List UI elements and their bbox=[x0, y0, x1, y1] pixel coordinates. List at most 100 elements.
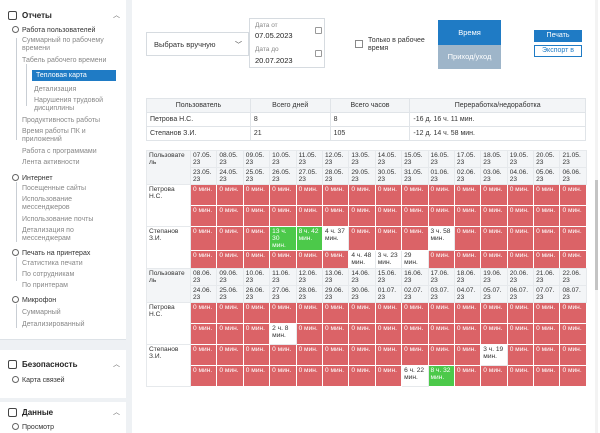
heatmap-cell[interactable]: 0 мин. bbox=[242, 226, 271, 251]
heatmap-cell[interactable]: 0 мин. bbox=[189, 184, 218, 206]
heatmap-cell[interactable]: 0 мин. bbox=[216, 323, 244, 345]
heatmap-cell[interactable]: 0 мин. bbox=[427, 250, 455, 272]
print-button[interactable]: Печать bbox=[534, 30, 582, 42]
heatmap-cell[interactable]: 0 мин. bbox=[216, 365, 244, 387]
sidebar-item-mic-details[interactable]: Детализированный bbox=[22, 321, 85, 328]
sidebar-item-printers[interactable]: Печать на принтерах bbox=[12, 249, 122, 258]
sidebar-item-sites[interactable]: Посещенные сайты bbox=[22, 185, 87, 192]
heatmap-cell[interactable]: 0 мин. bbox=[295, 205, 323, 227]
heatmap-cell[interactable]: 0 мин. bbox=[216, 205, 244, 227]
sidebar-item-link-map[interactable]: Карта связей bbox=[12, 376, 122, 385]
heatmap-cell[interactable]: 8 ч. 32 мин. bbox=[427, 365, 455, 387]
heatmap-cell[interactable]: 4 ч. 48 мин. bbox=[348, 250, 376, 272]
heatmap-cell[interactable]: 0 мин. bbox=[374, 344, 403, 366]
sidebar-item-microphone[interactable]: Микрофон bbox=[12, 296, 122, 305]
heatmap-cell[interactable]: 0 мин. bbox=[480, 302, 508, 324]
heatmap-cell[interactable]: 0 мин. bbox=[242, 323, 271, 345]
heatmap-cell[interactable]: 4 ч. 37 мин. bbox=[321, 226, 350, 251]
sidebar-item-activity-feed[interactable]: Лента активности bbox=[22, 159, 80, 166]
heatmap-cell[interactable]: 0 мин. bbox=[453, 184, 482, 206]
heatmap-cell[interactable]: 0 мин. bbox=[506, 250, 535, 272]
time-tab-button[interactable]: Время bbox=[438, 20, 501, 45]
heatmap-cell[interactable]: 0 мин. bbox=[242, 302, 271, 324]
heatmap-cell[interactable]: 0 мин. bbox=[559, 365, 587, 387]
scrollbar[interactable] bbox=[595, 0, 598, 433]
heatmap-cell[interactable]: 0 мин. bbox=[269, 205, 297, 227]
work-time-checkbox[interactable] bbox=[355, 40, 363, 48]
heatmap-cell[interactable]: 0 мин. bbox=[348, 323, 376, 345]
heatmap-cell[interactable]: 13 ч. 30 мин. bbox=[269, 226, 297, 251]
heatmap-cell[interactable]: 0 мин. bbox=[321, 344, 350, 366]
sidebar-item-summary-work[interactable]: Суммарный по рабочему времени bbox=[22, 37, 104, 52]
heatmap-cell[interactable]: 0 мин. bbox=[506, 302, 535, 324]
security-header[interactable]: Безопасность ︿ bbox=[8, 358, 120, 370]
heatmap-cell[interactable]: 3 ч. 23 мин. bbox=[374, 250, 403, 272]
arrival-departure-button[interactable]: Приход/уход bbox=[438, 45, 501, 69]
heatmap-cell[interactable]: 0 мин. bbox=[348, 226, 376, 251]
calendar-icon[interactable] bbox=[315, 50, 322, 57]
sidebar-item-productivity[interactable]: Продуктивность работы bbox=[22, 117, 101, 124]
heatmap-cell[interactable]: 0 мин. bbox=[295, 184, 323, 206]
heatmap-cell[interactable]: 0 мин. bbox=[242, 184, 271, 206]
heatmap-cell[interactable]: 0 мин. bbox=[453, 302, 482, 324]
heatmap-cell[interactable]: 0 мин. bbox=[321, 184, 350, 206]
heatmap-cell[interactable]: 0 мин. bbox=[348, 302, 376, 324]
heatmap-cell[interactable]: 0 мин. bbox=[189, 302, 218, 324]
heatmap-cell[interactable]: 0 мин. bbox=[453, 250, 482, 272]
heatmap-cell[interactable]: 0 мин. bbox=[559, 184, 587, 206]
sidebar-item-timesheet[interactable]: Табель рабочего времени bbox=[22, 57, 107, 64]
chevron-up-icon[interactable]: ︿ bbox=[113, 409, 120, 416]
heatmap-cell[interactable]: 0 мин. bbox=[559, 205, 587, 227]
heatmap-cell[interactable]: 0 мин. bbox=[374, 226, 403, 251]
date-from-input[interactable]: 07.05.2023 bbox=[255, 31, 293, 40]
column-header[interactable]: Всего дней bbox=[249, 98, 331, 113]
column-header[interactable]: Всего часов bbox=[329, 98, 411, 113]
heatmap-cell[interactable]: 0 мин. bbox=[374, 184, 403, 206]
heatmap-cell[interactable]: 0 мин. bbox=[506, 323, 535, 345]
sidebar-item-by-printers[interactable]: По принтерам bbox=[22, 282, 68, 289]
sidebar-item-messenger-details[interactable]: Детализация по мессенджерам bbox=[22, 227, 74, 242]
sidebar-item-user-work[interactable]: Работа пользователей bbox=[12, 26, 122, 35]
heatmap-cell[interactable]: 0 мин. bbox=[242, 205, 271, 227]
heatmap-cell[interactable]: 0 мин. bbox=[480, 250, 508, 272]
heatmap-cell[interactable]: 0 мин. bbox=[480, 226, 508, 251]
heatmap-cell[interactable]: 0 мин. bbox=[216, 184, 244, 206]
heatmap-cell[interactable]: 0 мин. bbox=[559, 323, 587, 345]
heatmap-cell[interactable]: 8 ч. 42 мин. bbox=[295, 226, 323, 251]
reports-header[interactable]: Отчеты ︿ bbox=[8, 9, 120, 21]
sidebar-item-mic-summary[interactable]: Суммарный bbox=[22, 309, 61, 316]
heatmap-cell[interactable]: 0 мин. bbox=[506, 226, 535, 251]
heatmap-cell[interactable]: 0 мин. bbox=[295, 323, 323, 345]
heatmap-cell[interactable]: 3 ч. 19 мин. bbox=[480, 344, 508, 366]
sidebar-item-print-stats[interactable]: Статистика печати bbox=[22, 260, 83, 267]
data-header[interactable]: Данные ︿ bbox=[8, 406, 120, 418]
heatmap-cell[interactable]: 0 мин. bbox=[559, 226, 587, 251]
heatmap-cell[interactable]: 0 мин. bbox=[216, 250, 244, 272]
heatmap-cell[interactable]: 0 мин. bbox=[506, 344, 535, 366]
sidebar-item-internet[interactable]: Интернет bbox=[12, 174, 122, 183]
heatmap-cell[interactable]: 0 мин. bbox=[533, 184, 561, 206]
heatmap-cell[interactable]: 0 мин. bbox=[189, 323, 218, 345]
scrollbar-thumb[interactable] bbox=[595, 180, 598, 290]
heatmap-cell[interactable]: 0 мин. bbox=[348, 365, 376, 387]
heatmap-cell[interactable]: 0 мин. bbox=[269, 184, 297, 206]
heatmap-cell[interactable]: 0 мин. bbox=[374, 302, 403, 324]
heatmap-cell[interactable]: 0 мин. bbox=[453, 226, 482, 251]
sidebar-item-heatmap[interactable]: Тепловая карта bbox=[32, 70, 116, 81]
heatmap-cell[interactable]: 0 мин. bbox=[401, 226, 429, 251]
heatmap-cell[interactable]: 0 мин. bbox=[480, 365, 508, 387]
heatmap-cell[interactable]: 0 мин. bbox=[321, 205, 350, 227]
heatmap-cell[interactable]: 0 мин. bbox=[533, 302, 561, 324]
column-header[interactable]: Пользователь bbox=[146, 98, 251, 113]
heatmap-cell[interactable]: 0 мин. bbox=[269, 344, 297, 366]
heatmap-cell[interactable]: 3 ч. 58 мин. bbox=[427, 226, 455, 251]
heatmap-cell[interactable]: 6 ч. 22 мин. bbox=[401, 365, 429, 387]
column-header[interactable]: Переработка/недоработка bbox=[409, 98, 586, 113]
heatmap-cell[interactable]: 0 мин. bbox=[348, 344, 376, 366]
heatmap-cell[interactable]: 0 мин. bbox=[216, 226, 244, 251]
sidebar-item-programs[interactable]: Работа с программами bbox=[22, 148, 97, 155]
period-select[interactable]: Выбрать вручную ﹀ bbox=[146, 32, 249, 56]
heatmap-cell[interactable]: 0 мин. bbox=[242, 344, 271, 366]
heatmap-cell[interactable]: 0 мин. bbox=[427, 302, 455, 324]
heatmap-cell[interactable]: 0 мин. bbox=[269, 302, 297, 324]
